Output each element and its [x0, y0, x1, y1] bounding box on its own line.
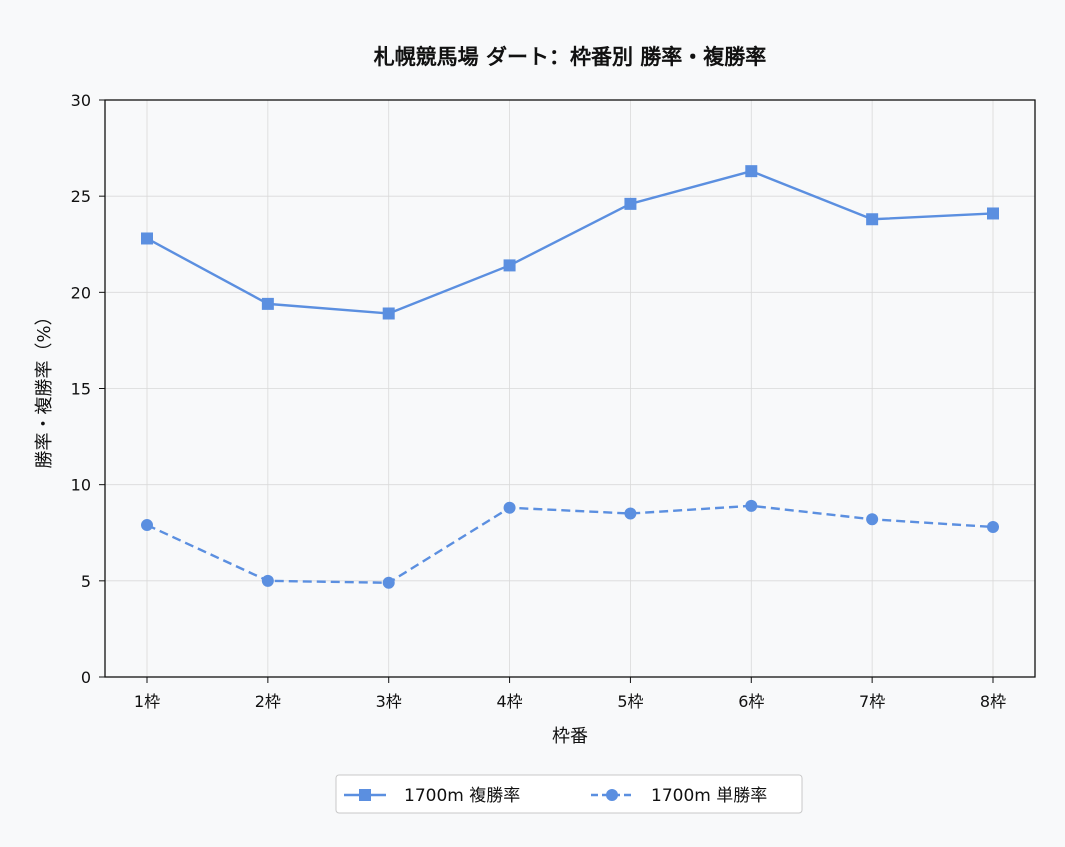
grid-layer — [105, 99, 1035, 678]
y-axis-label: 勝率・複勝率（%） — [34, 307, 55, 468]
y-tick-label: 10 — [71, 476, 91, 495]
data-point — [745, 165, 758, 178]
data-point — [503, 501, 516, 514]
data-point — [503, 259, 516, 272]
data-point — [141, 519, 153, 532]
legend-marker — [606, 789, 618, 801]
x-tick-label: 7枠 — [859, 692, 885, 711]
data-point — [624, 507, 637, 520]
x-tick-label: 6枠 — [738, 692, 764, 711]
series-line — [146, 169, 994, 315]
ticks-layer: 0 5 10 15 20 25 30 1枠 2枠 3枠 4枠 5枠 6枠 7枠 8枠 — [71, 91, 1006, 711]
y-tick-label: 5 — [81, 572, 91, 591]
y-tick-label: 25 — [71, 187, 91, 206]
data-point — [987, 520, 999, 533]
data-point — [382, 576, 395, 589]
data-point — [987, 207, 999, 220]
legend: 1700m 複勝率 1700m 単勝率 — [335, 774, 803, 814]
x-axis-label: 枠番 — [552, 726, 588, 747]
x-tick-label: 5枠 — [617, 692, 643, 711]
x-tick-label: 4枠 — [496, 692, 522, 711]
legend-item: 1700m 複勝率 — [344, 786, 520, 806]
series-line — [146, 504, 994, 584]
x-tick-label: 8枠 — [980, 692, 1006, 711]
chart-title: 札幌競馬場 ダート：枠番別 勝率・複勝率 — [373, 45, 767, 69]
legend-marker — [359, 789, 371, 801]
data-point — [382, 307, 395, 320]
y-tick-label: 20 — [71, 283, 91, 302]
legend-box — [335, 774, 803, 814]
legend-label: 1700m 複勝率 — [404, 786, 520, 806]
data-point — [866, 213, 879, 226]
data-point — [261, 574, 274, 587]
y-tick-label: 30 — [71, 91, 91, 110]
legend-item: 1700m 単勝率 — [591, 786, 767, 806]
data-point — [866, 513, 879, 526]
series-place-rate — [141, 165, 999, 320]
x-tick-label: 3枠 — [376, 692, 402, 711]
data-point — [261, 297, 274, 310]
x-tick-label: 1枠 — [134, 692, 160, 711]
data-point — [141, 232, 153, 245]
y-tick-label: 15 — [71, 380, 91, 399]
x-tick-label: 2枠 — [255, 692, 281, 711]
series-layer — [141, 165, 999, 589]
series-win-rate — [141, 499, 999, 589]
y-tick-label: 0 — [81, 668, 91, 687]
data-point — [745, 499, 758, 512]
data-point — [624, 197, 637, 210]
legend-items: 1700m 複勝率 1700m 単勝率 — [344, 786, 767, 806]
legend-label: 1700m 単勝率 — [651, 786, 767, 806]
